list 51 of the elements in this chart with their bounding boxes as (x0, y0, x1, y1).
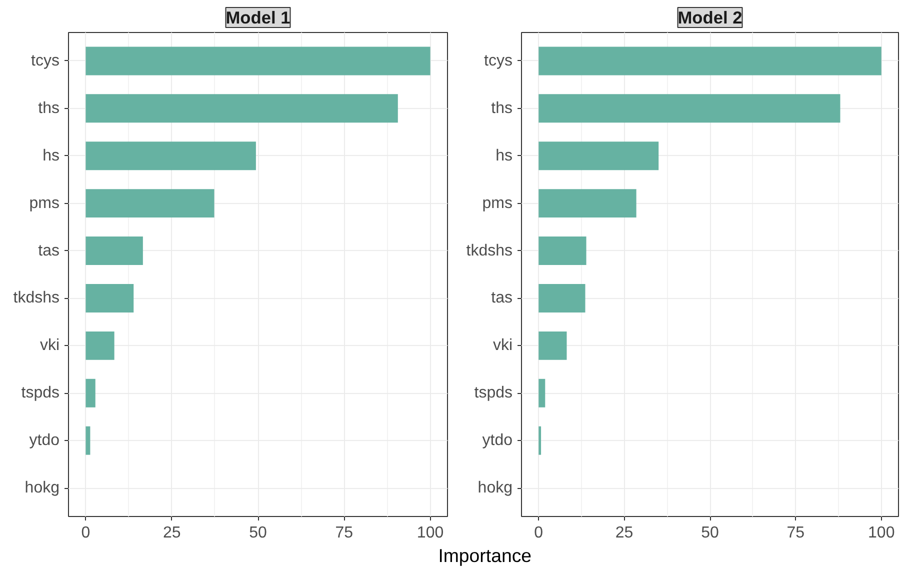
y-tick-label: tas (491, 290, 512, 307)
chart-title: Model 2 (678, 8, 742, 28)
y-tick-label: ths (491, 100, 512, 117)
bar (538, 142, 659, 170)
bar (538, 331, 567, 360)
x-tick-label: 25 (615, 524, 634, 542)
x-tick-label: 50 (249, 524, 267, 542)
bar (538, 236, 586, 266)
x-tick-label: 100 (868, 524, 895, 542)
y-tick-label: hs (42, 147, 60, 164)
y-tick-label: ths (38, 100, 60, 117)
x-tick-label: 100 (416, 524, 444, 542)
y-tick-label: tcys (484, 52, 513, 70)
x-tick-label: 0 (81, 524, 90, 542)
x-tick-label: 75 (786, 524, 805, 542)
bar (86, 94, 398, 123)
y-tick-label: hokg (24, 480, 60, 497)
y-tick-label: tas (38, 242, 60, 260)
x-axis-title: Importance (438, 545, 532, 566)
y-tick-label: tcys (31, 52, 60, 70)
x-tick-label: 0 (534, 524, 544, 542)
bar (86, 189, 214, 218)
bar (86, 236, 143, 266)
bar (86, 284, 134, 312)
y-tick-label: tkdshs (13, 290, 60, 307)
bar (538, 378, 546, 408)
bar (86, 46, 430, 76)
bar (538, 189, 636, 218)
x-tick-label: 25 (162, 524, 181, 542)
bar (538, 426, 542, 455)
x-tick-label: 75 (335, 524, 354, 542)
y-tick-label: hs (496, 147, 513, 164)
bar (86, 331, 114, 360)
y-tick-label: ytdo (29, 432, 60, 450)
y-tick-label: tspds (21, 384, 60, 402)
chart-title: Model 1 (226, 8, 291, 28)
y-tick-label: ytdo (482, 432, 513, 450)
y-tick-label: vki (40, 337, 60, 354)
y-tick-label: vki (492, 337, 513, 354)
y-tick-label: pms (482, 194, 513, 212)
x-tick-label: 50 (701, 524, 719, 542)
bar (86, 142, 256, 170)
bar (86, 426, 90, 455)
y-tick-label: tspds (474, 384, 513, 402)
y-tick-label: hokg (478, 480, 513, 497)
bar (538, 284, 586, 312)
y-tick-label: pms (29, 194, 60, 212)
bar (86, 378, 96, 408)
bar (538, 46, 882, 76)
y-tick-label: tkdshs (466, 242, 513, 260)
bar (538, 94, 840, 123)
